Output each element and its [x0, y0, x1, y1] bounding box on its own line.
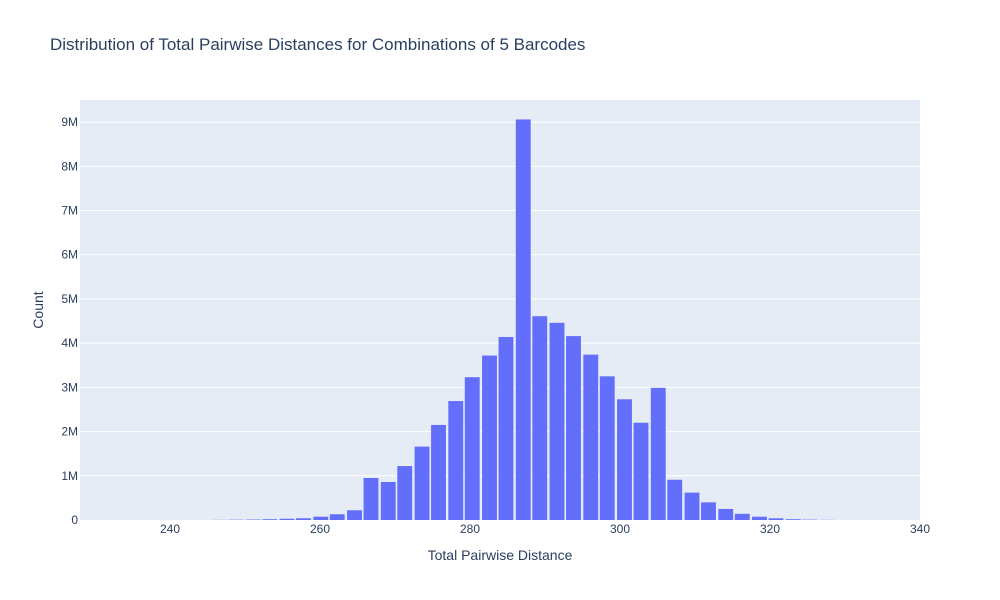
x-tick-label: 320	[760, 522, 780, 536]
y-tick-label: 0	[71, 513, 78, 527]
histogram-bar	[532, 316, 548, 520]
histogram-bar	[313, 516, 329, 520]
y-tick-label: 2M	[61, 425, 78, 439]
histogram-bar	[549, 322, 565, 520]
histogram-bar	[296, 518, 311, 520]
chart-title: Distribution of Total Pairwise Distances…	[50, 35, 585, 54]
histogram-bar	[347, 510, 362, 520]
histogram-bar	[515, 119, 531, 520]
histogram-bar	[734, 513, 750, 520]
histogram-bar	[279, 518, 295, 520]
histogram-bar	[329, 514, 345, 520]
histogram-bar	[363, 478, 379, 520]
x-tick-labels: 240 260 280 300 320 340	[160, 522, 930, 536]
histogram-bar	[718, 508, 734, 520]
y-tick-label: 5M	[61, 292, 78, 306]
y-tick-label: 3M	[61, 380, 78, 394]
histogram-bar	[701, 502, 716, 520]
y-tick-label: 9M	[61, 115, 78, 129]
histogram-bar	[498, 336, 514, 520]
histogram-bar	[633, 422, 649, 520]
histogram-bar	[583, 354, 599, 520]
x-tick-label: 260	[310, 522, 330, 536]
histogram-bar	[752, 516, 767, 520]
histogram-bar	[684, 492, 700, 520]
histogram-bar	[785, 519, 801, 520]
histogram-bar	[768, 518, 784, 520]
histogram-bar	[448, 401, 464, 520]
histogram-bar	[566, 336, 581, 520]
y-tick-label: 4M	[61, 336, 78, 350]
histogram-bar	[599, 376, 615, 520]
x-tick-label: 300	[610, 522, 630, 536]
histogram-bar	[380, 481, 396, 520]
x-tick-label: 340	[910, 522, 930, 536]
x-axis-title: Total Pairwise Distance	[428, 547, 573, 563]
histogram-bar	[617, 399, 632, 520]
y-tick-label: 7M	[61, 204, 78, 218]
histogram-bar	[262, 519, 278, 520]
histogram-bar	[397, 466, 413, 520]
histogram-bar	[482, 355, 497, 520]
y-tick-label: 1M	[61, 469, 78, 483]
y-axis-title: Count	[30, 291, 46, 328]
histogram-bar	[650, 387, 666, 520]
histogram-bar	[667, 479, 683, 520]
y-tick-label: 6M	[61, 248, 78, 262]
x-tick-label: 280	[460, 522, 480, 536]
histogram-bar	[431, 424, 446, 520]
histogram-bars	[212, 119, 835, 520]
histogram-bar	[414, 446, 430, 520]
histogram-bar	[464, 377, 480, 520]
x-tick-label: 240	[160, 522, 180, 536]
y-tick-label: 8M	[61, 159, 78, 173]
y-tick-labels: 0 1M 2M 3M 4M 5M 6M 7M 8M 9M	[61, 115, 78, 527]
